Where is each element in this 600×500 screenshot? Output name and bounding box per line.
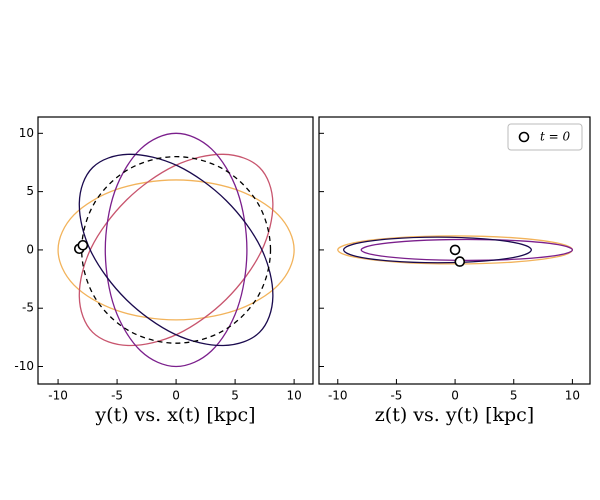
start-marker [77, 239, 89, 251]
x-tick-label: 0 [172, 389, 180, 403]
orbit [78, 153, 274, 347]
y-tick-label: -10 [14, 359, 34, 373]
y-tick-label: -5 [22, 301, 34, 315]
orbit [104, 132, 248, 368]
y-tick-label: 5 [26, 184, 34, 198]
orbit [57, 179, 295, 321]
orbit [78, 153, 274, 347]
y-tick-label: 0 [26, 242, 34, 256]
x-tick-label: -10 [328, 389, 348, 403]
x-tick-label: 5 [231, 389, 239, 403]
orbit [81, 155, 272, 344]
orbit [360, 238, 574, 262]
legend-marker [518, 131, 530, 143]
axes-frame [318, 116, 591, 385]
x-tick-label: -10 [48, 389, 68, 403]
x-tick-label: 5 [510, 389, 518, 403]
legend-box [507, 123, 583, 151]
x-tick-label: 10 [286, 389, 301, 403]
y-tick-label: 10 [19, 126, 34, 140]
x-axis-label: z(t) vs. y(t) [kpc] [375, 404, 534, 426]
axes-frame [37, 116, 314, 385]
start-marker [449, 244, 461, 256]
x-axis-label: y(t) vs. x(t) [kpc] [94, 404, 255, 426]
orbit [342, 236, 532, 264]
x-tick-label: 0 [451, 389, 459, 403]
x-tick-label: -5 [390, 389, 402, 403]
x-tick-label: -5 [111, 389, 123, 403]
x-tick-label: 10 [565, 389, 580, 403]
legend-label: t = 0 [540, 130, 571, 144]
orbit [337, 235, 574, 265]
start-marker [454, 256, 466, 267]
